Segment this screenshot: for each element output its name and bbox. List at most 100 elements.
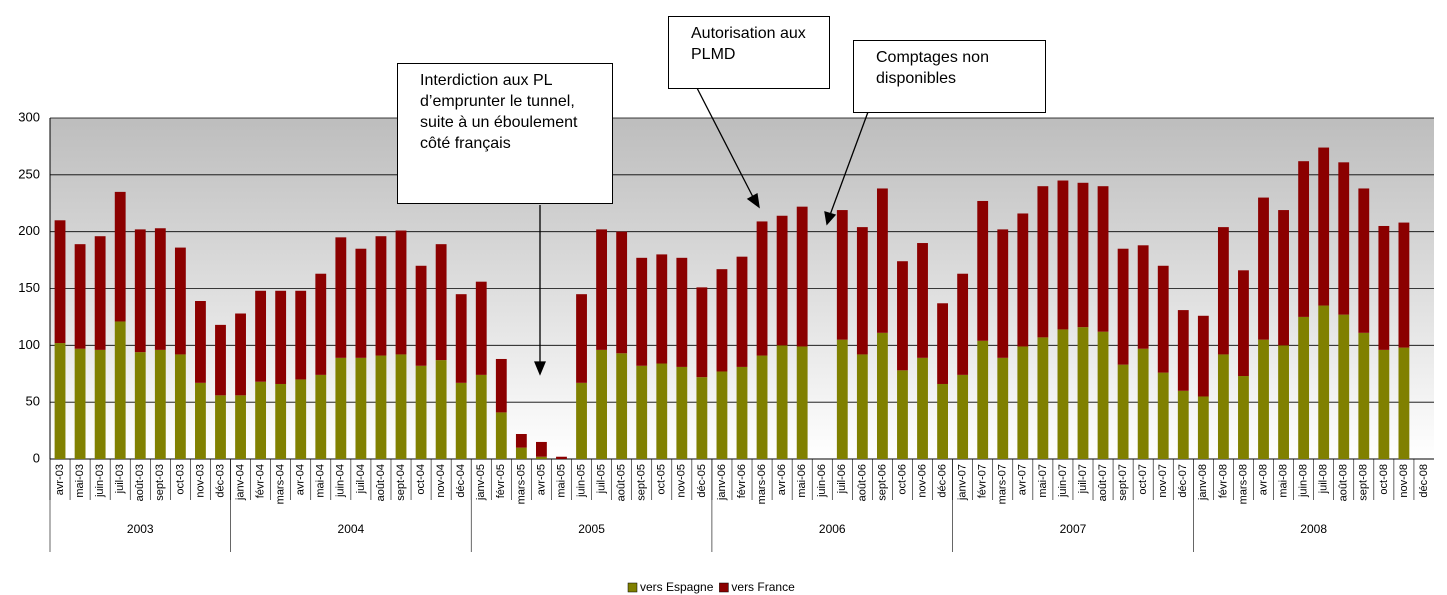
bar-segment [375,236,387,356]
bar-segment [54,343,66,459]
x-tick-label: juil-05 [596,464,608,494]
bar-segment [1378,225,1390,350]
x-tick-label: août-05 [616,464,628,501]
x-tick-label: déc-05 [696,464,708,498]
bar-segment [1037,337,1049,459]
x-tick-label: juin-07 [1057,464,1069,498]
bar-segment [154,349,166,459]
bar-segment [395,354,407,459]
bar-segment [836,339,848,459]
x-tick-label: juin-04 [335,464,347,498]
bar-segment [435,360,447,459]
bar-segment [114,191,126,322]
bar-segment [1398,347,1410,459]
x-tick-label: mai-03 [74,464,86,498]
bar-segment [295,379,307,459]
group-label: 2008 [1300,522,1327,536]
bar-segment [215,324,226,396]
bar-segment [174,354,186,459]
x-tick-label: oct-04 [415,464,427,495]
bar-segment [696,377,708,459]
x-tick-label: avr-06 [776,464,788,495]
y-tick-label: 250 [18,166,40,181]
x-tick-label: juil-08 [1318,464,1330,494]
x-tick-label: nov-04 [435,464,447,498]
x-tick-label: janv-07 [957,464,969,501]
annotation: Interdiction aux PL d’emprunter le tunne… [397,63,613,204]
annotation: Comptages non disponibles [853,40,1046,113]
x-tick-label: sept-06 [876,464,888,501]
bar-segment [616,231,628,354]
bar-segment [355,357,367,459]
legend-label: vers France [731,580,795,594]
x-tick-label: févr-05 [495,464,507,498]
x-tick-label: sept-07 [1117,464,1129,501]
bar-segment [1077,327,1089,459]
y-tick-label: 100 [18,337,40,352]
x-tick-label: oct-08 [1378,464,1390,495]
x-tick-label: nov-03 [194,464,206,498]
group-label: 2006 [819,522,846,536]
bar-segment [897,261,908,371]
x-tick-label: mars-07 [997,464,1009,504]
bar-segment [576,294,587,383]
x-tick-label: févr-07 [977,464,989,498]
bar-segment [1318,305,1330,459]
bar-segment [977,200,989,341]
x-tick-label: janv-05 [475,464,487,501]
bar-segment [515,447,527,459]
y-tick-label: 300 [18,109,40,124]
bar-segment [1258,197,1269,340]
bar-segment [917,243,928,358]
x-tick-label: nov-07 [1157,464,1169,498]
bar-segment [696,287,708,378]
bar-segment [876,188,888,333]
x-tick-label: oct-07 [1137,464,1149,495]
bar-segment [556,456,567,459]
bar-segment [1097,331,1109,459]
bar-segment [495,412,507,459]
bar-segment [315,273,327,375]
bar-segment [1238,376,1249,459]
bar-segment [455,382,467,459]
bar-segment [596,349,608,459]
bar-segment [255,290,267,382]
bar-segment [515,433,527,448]
bar-segment [536,441,547,457]
bar-segment [897,370,908,459]
bar-segment [1338,162,1350,315]
bar-segment [174,247,186,355]
bar-segment [656,363,668,459]
bar-segment [997,229,1009,358]
x-tick-label: août-04 [375,464,387,501]
x-tick-label: nov-08 [1398,464,1410,498]
bar-segment [395,230,407,355]
y-tick-label: 200 [18,223,40,238]
x-tick-label: mai-06 [796,464,808,498]
bar-segment [1137,245,1149,349]
bar-segment [1278,345,1289,459]
bar-segment [315,374,327,459]
bar-segment [1338,314,1350,459]
group-label: 2007 [1060,522,1087,536]
x-tick-label: mai-07 [1037,464,1049,498]
x-tick-label: août-07 [1097,464,1109,501]
x-tick-label: oct-06 [896,464,908,495]
annotation: Autorisation aux PLMD [668,16,830,89]
bar-segment [1157,265,1169,373]
bar-segment [1197,396,1209,459]
bar-segment [195,382,206,459]
bar-segment [676,366,688,459]
bar-segment [1117,364,1129,459]
bar-segment [736,366,748,459]
bar-segment [1358,188,1370,333]
bar-segment [415,365,427,459]
bar-segment [1378,349,1390,459]
bar-segment [355,248,367,358]
x-tick-label: janv-04 [234,464,246,501]
x-tick-label: mars-04 [275,464,287,504]
bar-segment [1197,315,1209,397]
bar-segment [977,340,989,459]
bar-segment [375,355,387,459]
